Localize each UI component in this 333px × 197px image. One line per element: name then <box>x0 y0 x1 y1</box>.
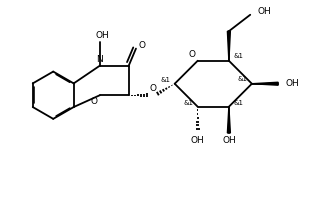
Text: OH: OH <box>285 79 299 88</box>
Text: &1: &1 <box>233 100 243 106</box>
Text: N: N <box>97 55 103 64</box>
Polygon shape <box>227 31 230 61</box>
Text: &1: &1 <box>184 100 194 106</box>
Polygon shape <box>227 107 230 133</box>
Text: O: O <box>139 41 146 50</box>
Text: OH: OH <box>191 136 204 145</box>
Text: OH: OH <box>257 7 271 16</box>
Text: OH: OH <box>222 136 236 145</box>
Text: O: O <box>149 84 156 93</box>
Text: &1: &1 <box>233 53 243 59</box>
Text: &1: &1 <box>161 77 171 83</box>
Text: &1: &1 <box>238 76 248 82</box>
Text: O: O <box>91 97 98 106</box>
Polygon shape <box>252 82 278 85</box>
Text: OH: OH <box>96 31 109 40</box>
Text: O: O <box>188 50 195 59</box>
